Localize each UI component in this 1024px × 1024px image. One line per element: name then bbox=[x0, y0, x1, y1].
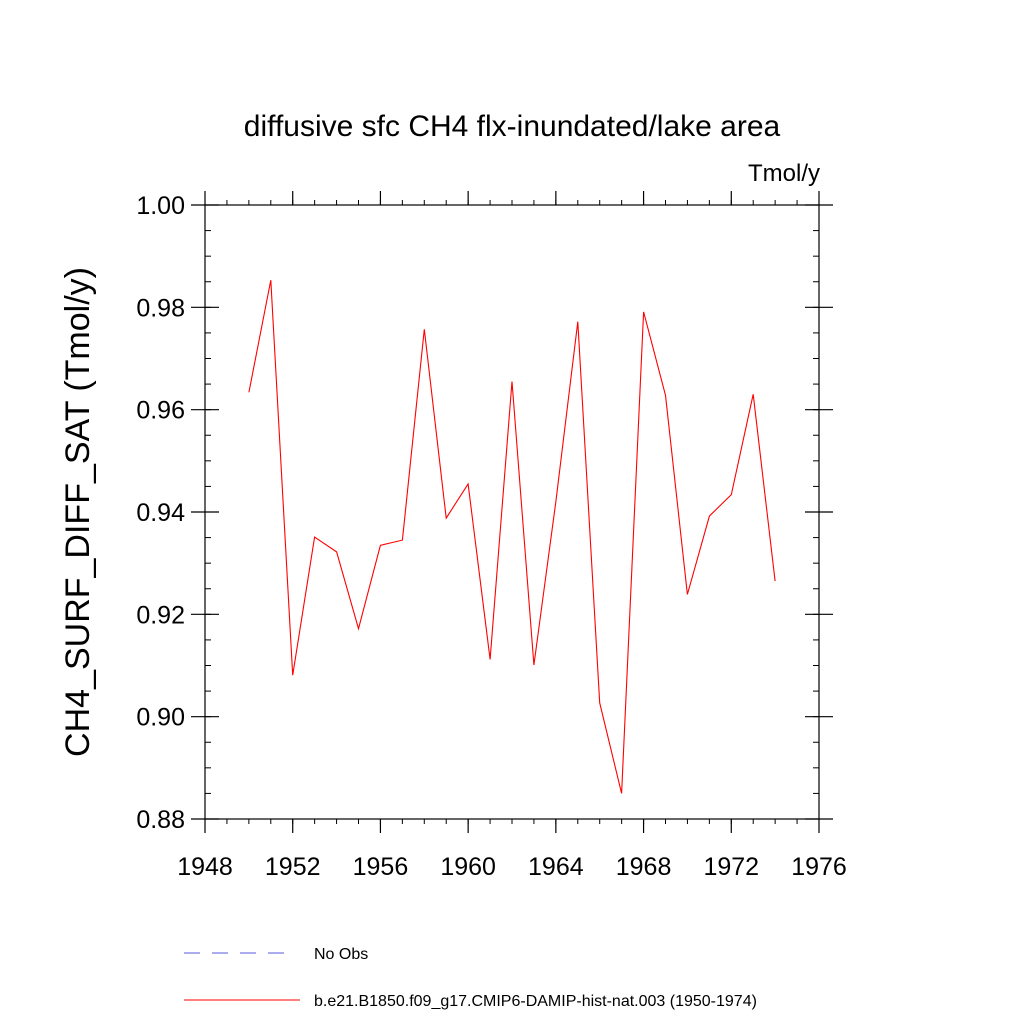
legend-label-model: b.e21.B1850.f09_g17.CMIP6-DAMIP-hist-nat… bbox=[314, 993, 757, 1010]
legend: No Obs b.e21.B1850.f09_g17.CMIP6-DAMIP-h… bbox=[184, 946, 757, 1010]
chart-title: diffusive sfc CH4 flx-inundated/lake are… bbox=[244, 110, 781, 143]
y-tick-labels: 0.88 0.90 0.92 0.94 0.96 0.98 1.00 bbox=[136, 192, 185, 834]
x-tick-label: 1952 bbox=[265, 853, 321, 881]
y-tick-label: 0.92 bbox=[136, 601, 185, 629]
major-ticks bbox=[191, 191, 833, 833]
series-line-1 bbox=[248, 280, 776, 794]
y-tick-label: 0.90 bbox=[136, 704, 185, 732]
y-tick-label: 0.96 bbox=[136, 397, 185, 425]
series-layer bbox=[248, 280, 776, 794]
y-tick-label: 0.88 bbox=[136, 806, 185, 834]
plot-frame bbox=[204, 204, 820, 820]
x-tick-label: 1960 bbox=[440, 853, 496, 881]
y-tick-label: 0.98 bbox=[136, 294, 185, 322]
minor-ticks bbox=[204, 200, 820, 824]
x-tick-label: 1948 bbox=[177, 853, 233, 881]
y-axis-label: CH4_SURF_DIFF_SAT (Tmol/y) bbox=[59, 267, 97, 757]
x-tick-label: 1976 bbox=[791, 853, 847, 881]
x-tick-labels: 1948 1952 1956 1960 1964 1968 1972 1976 bbox=[177, 853, 847, 881]
y-tick-label: 0.94 bbox=[136, 499, 185, 527]
x-tick-label: 1972 bbox=[703, 853, 759, 881]
x-tick-label: 1956 bbox=[353, 853, 409, 881]
x-tick-label: 1968 bbox=[616, 853, 672, 881]
x-tick-label: 1964 bbox=[528, 853, 584, 881]
legend-label-no-obs: No Obs bbox=[314, 946, 368, 963]
y-tick-label: 1.00 bbox=[136, 192, 185, 220]
units-label: Tmol/y bbox=[748, 160, 820, 187]
